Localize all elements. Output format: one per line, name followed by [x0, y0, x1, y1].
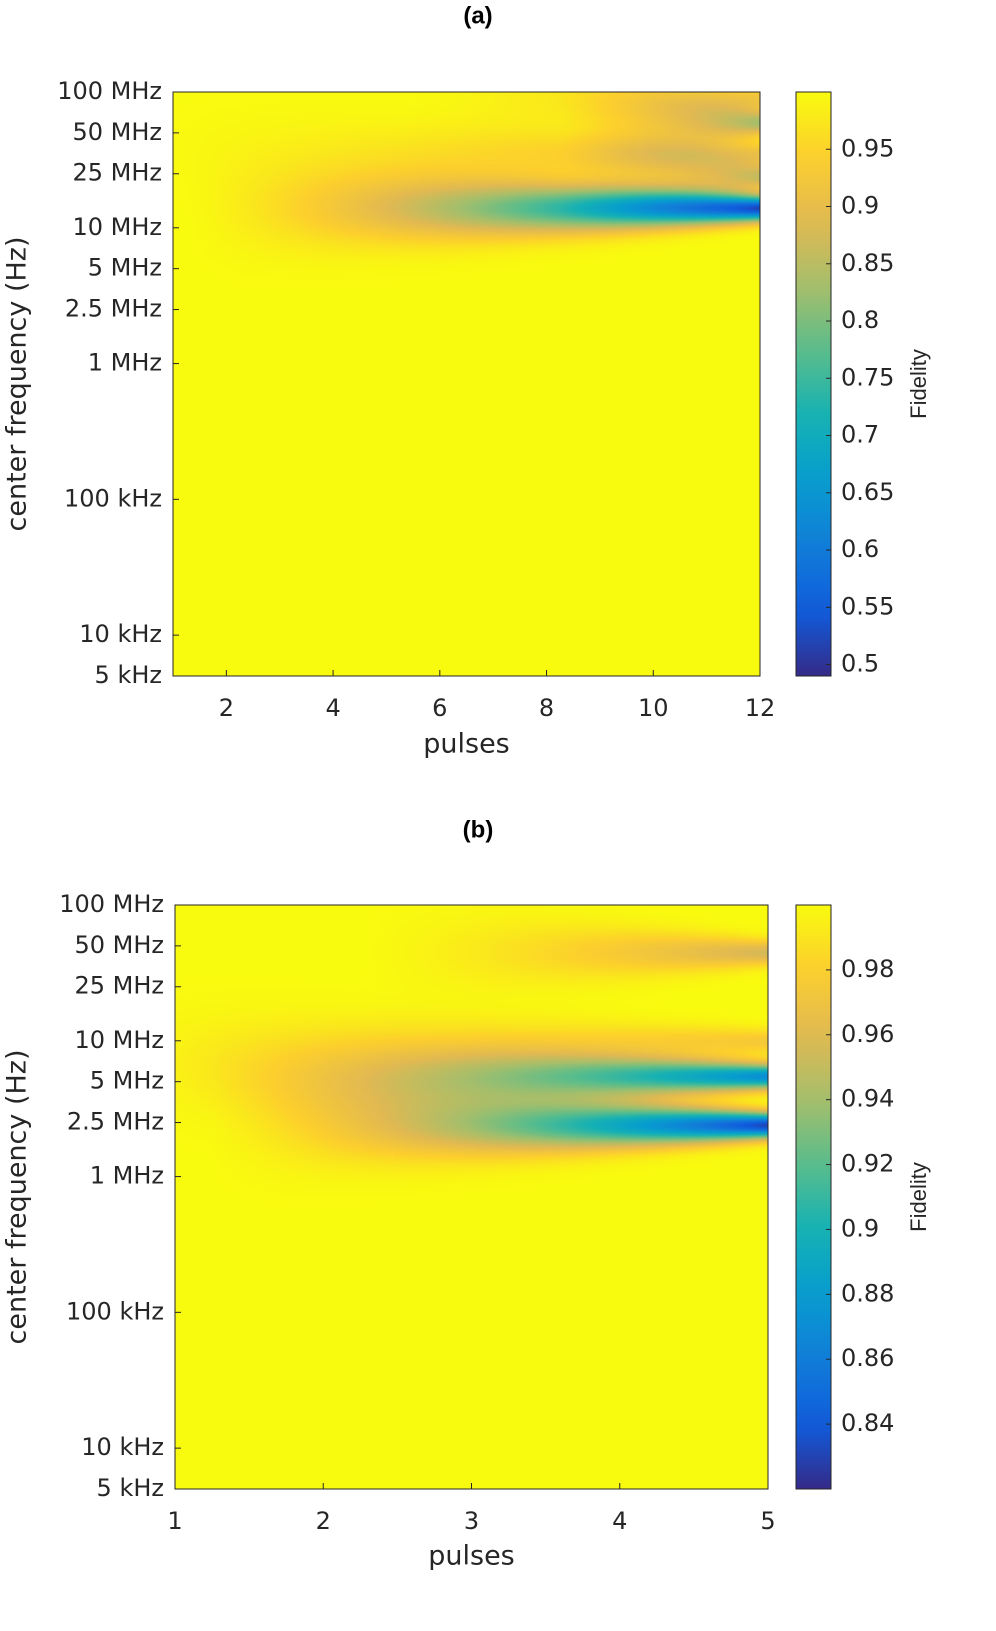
colorbar-tick-label: 0.86 [841, 1344, 894, 1372]
colorbar-tick-label: 0.84 [841, 1409, 894, 1437]
y-tick-label: 100 kHz [64, 484, 162, 512]
y-tick-label: 100 kHz [66, 1297, 164, 1325]
y-tick-label: 10 kHz [79, 620, 162, 648]
colorbar-tick-label: 0.6 [841, 535, 879, 563]
x-tick-label: 1 [167, 1507, 182, 1535]
colorbar-label: Fidelity [906, 349, 931, 419]
colorbar-frame [795, 91, 832, 677]
heatmap-image [175, 905, 768, 1489]
colorbar [796, 905, 831, 1489]
colorbar-tick-label: 0.8 [841, 306, 879, 334]
y-tick-label: 10 MHz [74, 1026, 164, 1054]
y-tick-label: 50 MHz [74, 931, 164, 959]
colorbar-tick-label: 0.85 [841, 249, 894, 277]
plot-frame [172, 91, 761, 677]
x-tick-label: 8 [539, 694, 554, 722]
y-tick-label: 25 MHz [72, 159, 162, 187]
colorbar-label: Fidelity [906, 1162, 931, 1232]
heatmap-image [173, 92, 760, 676]
y-tick-label: 5 MHz [88, 254, 162, 282]
y-tick-label: 100 MHz [57, 77, 162, 105]
panel-title: (a) [463, 2, 492, 29]
y-tick-label: 50 MHz [72, 118, 162, 146]
x-tick-label: 4 [612, 1507, 627, 1535]
colorbar-tick-label: 0.75 [841, 363, 894, 391]
colorbar-tick-label: 0.9 [841, 1214, 879, 1242]
y-tick-label: 1 MHz [90, 1162, 164, 1190]
colorbar-tick-label: 0.98 [841, 955, 894, 983]
y-tick-label: 10 MHz [72, 213, 162, 241]
colorbar-tick-label: 0.5 [841, 650, 879, 678]
colorbar-tick-label: 0.65 [841, 478, 894, 506]
y-tick-label: 2.5 MHz [65, 295, 162, 323]
colorbar-tick-label: 0.95 [841, 134, 894, 162]
x-tick-label: 2 [219, 694, 234, 722]
x-tick-label: 4 [325, 694, 340, 722]
colorbar-tick-label: 0.92 [841, 1150, 894, 1178]
colorbar-tick-label: 0.7 [841, 421, 879, 449]
y-tick-label: 100 MHz [59, 890, 164, 918]
y-tick-label: 1 MHz [88, 349, 162, 377]
panel-title: (b) [463, 816, 494, 843]
y-tick-label: 2.5 MHz [67, 1108, 164, 1136]
colorbar-tick-label: 0.96 [841, 1020, 894, 1048]
y-tick-label: 5 kHz [97, 1474, 164, 1502]
colorbar [796, 92, 831, 676]
colorbar-frame [795, 904, 832, 1490]
y-axis-label: center frequency (Hz) [2, 237, 33, 532]
y-tick-label: 5 kHz [95, 661, 162, 689]
x-tick-label: 12 [745, 694, 776, 722]
x-tick-label: 6 [432, 694, 447, 722]
y-axis-label: center frequency (Hz) [2, 1050, 33, 1345]
y-tick-label: 25 MHz [74, 972, 164, 1000]
x-axis-label: pulses [428, 1541, 515, 1572]
colorbar-tick-label: 0.88 [841, 1279, 894, 1307]
colorbar-tick-label: 0.94 [841, 1085, 894, 1113]
x-axis-label: pulses [423, 729, 510, 760]
y-tick-label: 5 MHz [90, 1067, 164, 1095]
x-tick-label: 2 [316, 1507, 331, 1535]
colorbar-tick-label: 0.55 [841, 592, 894, 620]
x-tick-label: 5 [760, 1507, 775, 1535]
colorbar-tick-label: 0.9 [841, 192, 879, 220]
x-tick-label: 3 [464, 1507, 479, 1535]
chart-panel-a: (a) 5 kHz 10 kHz 100 kHz 1 MHz 2.5 MHz 5 MHz 10… [2, 2, 931, 759]
y-tick-label: 10 kHz [81, 1433, 164, 1461]
x-tick-label: 10 [638, 694, 669, 722]
